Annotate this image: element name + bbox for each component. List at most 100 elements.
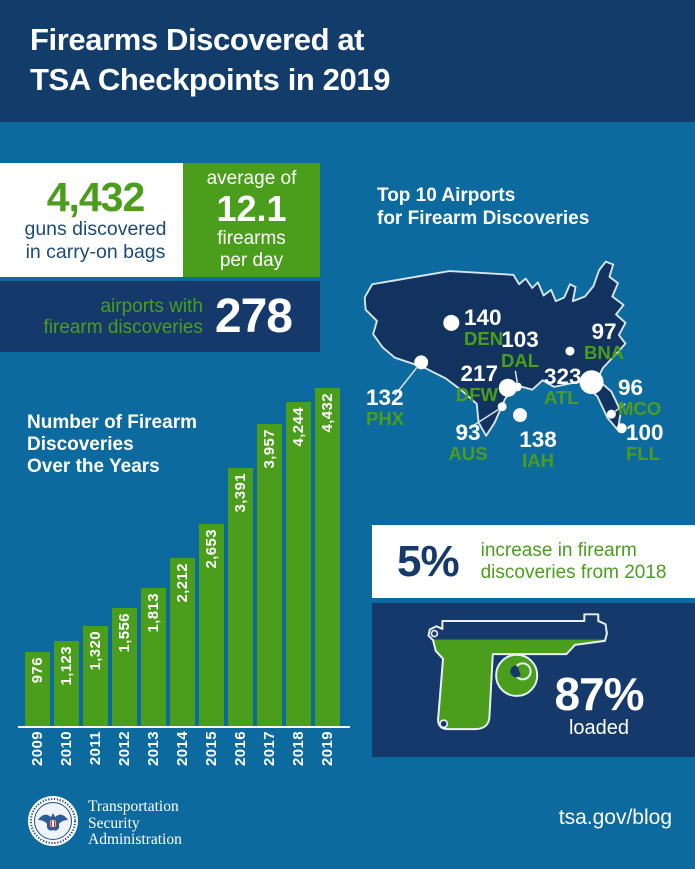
page-title-line1: Firearms Discovered at [30, 22, 365, 57]
airport-dot-DAL [512, 382, 522, 392]
year-label: 2013 [145, 731, 162, 766]
bar-value-label: 4,244 [290, 407, 307, 447]
map-title: Top 10 Airports for Firearm Discoveries [377, 185, 590, 229]
bar-2016: 3,391 [228, 468, 253, 727]
airport-label-ATL: 323 ATL [544, 364, 596, 408]
airport-dot-DFW [498, 378, 517, 397]
tsa-seal-logo [28, 796, 78, 846]
bar-2017: 3,957 [257, 424, 282, 727]
increase-label: increase in firearm discoveries from 201… [480, 539, 667, 583]
us-map-outline [363, 260, 627, 437]
airport-value: 140 [464, 305, 502, 330]
year-label: 2014 [174, 731, 191, 766]
daily-average-unit2: per day [219, 250, 284, 271]
bar-2012: 1,556 [112, 608, 137, 727]
year-label: 2019 [319, 731, 336, 766]
page-title: Firearms Discovered at TSA Checkpoints i… [30, 20, 390, 100]
bar-value-label: 1,320 [87, 631, 104, 671]
airports-count-value: 278 [214, 290, 293, 343]
airport-label-FLL: 100 FLL [626, 420, 676, 464]
airport-label-DFW: 217 DFW [430, 361, 498, 405]
bar-value-label: 3,391 [232, 473, 249, 513]
map-callout-lines [394, 367, 626, 428]
bar-value-label: 1,813 [145, 593, 162, 633]
airport-value: 323 [544, 364, 582, 389]
loaded-label: loaded [568, 717, 630, 739]
bar-value-label: 1,556 [116, 613, 133, 653]
year-label: 2015 [203, 731, 220, 766]
airport-value: 132 [366, 385, 404, 410]
year-label: 2011 [87, 731, 104, 766]
agency-name: Transportation Security Administration [88, 798, 182, 848]
airport-dot-DEN [443, 314, 460, 331]
year-label: 2010 [58, 731, 75, 766]
airport-code: AUS [448, 443, 488, 464]
guns-discovered-label: guns discovered in carry-on bags [24, 218, 167, 263]
airport-dot-PHX [414, 355, 429, 370]
daily-average-unit1: firearms [217, 228, 286, 249]
airport-code: ATL [544, 387, 579, 408]
airport-value: 138 [519, 427, 557, 452]
airport-label-PHX: 132 PHX [366, 385, 416, 429]
bar-2011: 1,320 [83, 626, 108, 727]
airport-label-IAH: 138 IAH [512, 427, 564, 471]
airport-dot-ATL [579, 370, 604, 395]
airport-code: MCO [618, 398, 662, 419]
airport-value: 100 [626, 420, 664, 445]
page-title-line2: TSA Checkpoints in 2019 [30, 62, 391, 97]
chart-baseline [18, 726, 350, 728]
bar-value-label: 2,653 [203, 529, 220, 569]
bar-value-label: 976 [29, 657, 46, 684]
bar-2015: 2,653 [199, 524, 224, 727]
pistol-icon [427, 613, 608, 731]
guns-discovered-value: 4,432 [46, 174, 146, 220]
year-label: 2012 [116, 731, 133, 766]
airport-value: 97 [591, 319, 617, 344]
chart-title: Number of Firearm Discoveries Over the Y… [27, 412, 197, 477]
year-label: 2017 [261, 731, 278, 766]
airport-code: BNA [583, 342, 625, 363]
airport-code: DFW [455, 384, 498, 405]
airport-dot-FLL [616, 423, 627, 434]
airport-value: 93 [455, 420, 481, 445]
airport-label-DAL: 103 DAL [492, 327, 548, 371]
airport-code: FLL [626, 443, 660, 464]
daily-average-value: 12.1 [216, 188, 287, 229]
airport-label-AUS: 93 AUS [444, 420, 492, 464]
airport-dot-AUS [497, 402, 507, 412]
increase-value: 5% [397, 536, 460, 586]
airport-value: 217 [460, 361, 498, 386]
year-label: 2018 [290, 731, 307, 766]
us-map [363, 260, 627, 437]
loaded-value: 87% [554, 668, 644, 720]
bar-2018: 4,244 [286, 402, 311, 727]
airport-code: DEN [464, 328, 504, 349]
tsa-blog-link[interactable]: tsa.gov/blog [558, 806, 672, 829]
bar-2019: 4,432 [315, 388, 340, 727]
bar-2009: 976 [25, 652, 50, 727]
airport-value: 96 [618, 375, 644, 400]
airport-label-BNA: 97 BNA [580, 319, 628, 363]
bar-2013: 1,813 [141, 588, 166, 727]
airport-label-DEN: 140 DEN [464, 305, 514, 349]
guns-discovered-stat-box: 4,432 guns discovered in carry-on bags [0, 163, 183, 277]
airports-count-label: airports with firearm discoveries [43, 295, 203, 338]
year-label: 2009 [29, 731, 46, 766]
airport-label-MCO: 96 MCO [618, 375, 670, 419]
airport-code: IAH [522, 450, 554, 471]
bar-value-label: 1,123 [58, 646, 75, 686]
bar-value-label: 2,212 [174, 563, 191, 603]
airports-count-stat-box: airports with firearm discoveries 278 [0, 281, 320, 352]
airport-value: 103 [501, 327, 539, 352]
year-label: 2016 [232, 731, 249, 766]
bar-value-label: 3,957 [261, 429, 278, 469]
airport-dot-BNA [565, 346, 575, 356]
bar-2010: 1,123 [54, 641, 79, 727]
airport-code: PHX [366, 408, 405, 429]
airport-dot-MCO [606, 409, 616, 419]
loaded-stat: 87% loaded [540, 671, 658, 739]
increase-stat-box: 5% increase in firearm discoveries from … [372, 525, 695, 598]
bar-value-label: 4,432 [319, 393, 336, 433]
bar-2014: 2,212 [170, 558, 195, 727]
